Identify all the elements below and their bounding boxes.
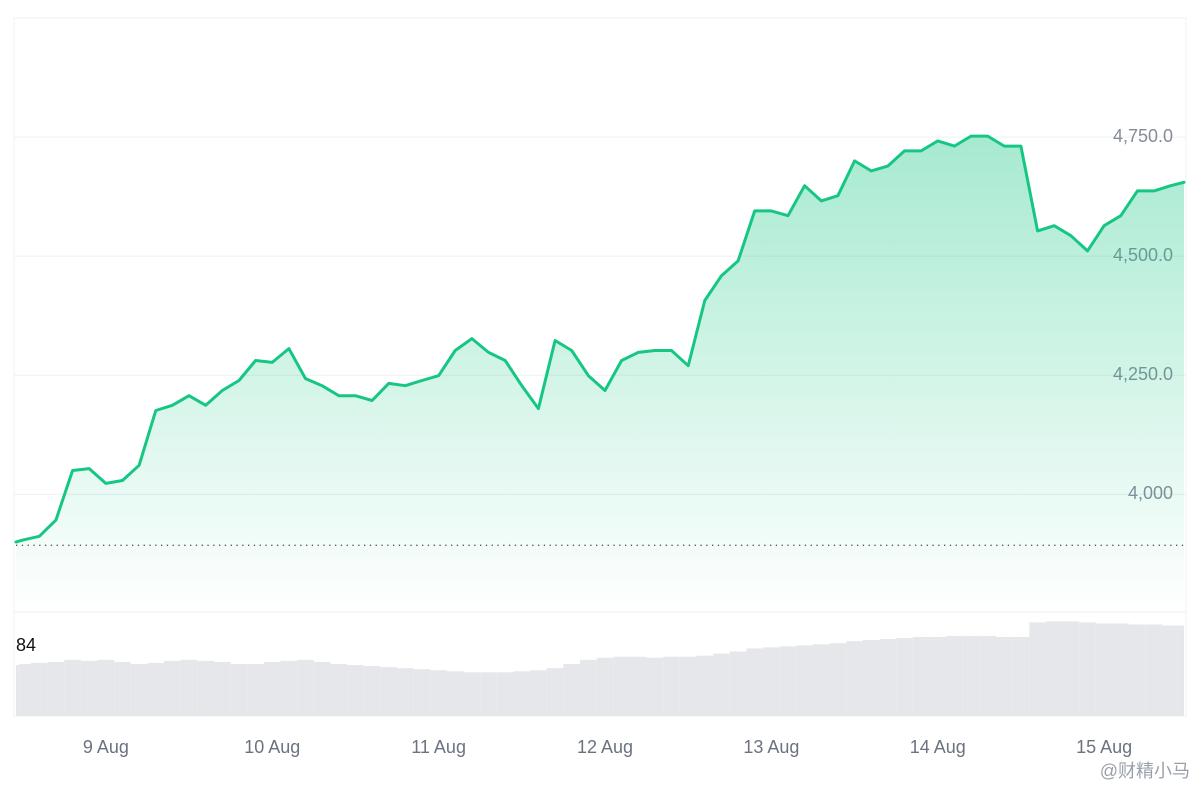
volume-bar [16, 665, 20, 716]
volume-bar [247, 664, 264, 716]
volume-bar [430, 670, 447, 716]
volume-bar [563, 664, 581, 716]
volume-bar [1177, 625, 1184, 716]
volume-bar [530, 670, 547, 716]
volume-bar [363, 666, 381, 716]
price-line [14, 134, 1186, 544]
volume-bar [413, 669, 431, 716]
volume-bar [896, 638, 913, 716]
volume-bar [596, 657, 614, 716]
volume-bar [197, 660, 214, 716]
volume-bar [1129, 624, 1146, 716]
volume-bar [47, 661, 65, 716]
volume-bar [1045, 621, 1063, 716]
volume-bar [263, 661, 281, 716]
volume-bar [696, 655, 714, 716]
volume-bar [297, 659, 314, 716]
volume-bar [729, 651, 747, 716]
volume-bar [629, 656, 647, 716]
volume-bar [480, 672, 497, 716]
volume-bar [64, 659, 81, 716]
volume-bar [796, 645, 813, 716]
volume-bar [646, 657, 664, 716]
volume-bar [746, 648, 764, 716]
volume-bar [995, 636, 1013, 716]
x-tick-label: 15 Aug [1076, 737, 1132, 757]
volume-bar [380, 667, 398, 716]
volume-bar [829, 643, 847, 716]
price-area [16, 136, 1184, 612]
volume-bar [1112, 623, 1130, 716]
volume-bar [347, 665, 364, 716]
volume-bar [779, 646, 797, 716]
volume-bar [330, 664, 348, 716]
volume-bar [962, 635, 980, 716]
volume-bar [446, 671, 464, 716]
volume-bar [463, 672, 481, 716]
volume-bar [929, 636, 947, 716]
volume-bar [130, 664, 148, 716]
volume-bar [496, 672, 514, 716]
volume-bar [513, 671, 531, 716]
volume-bar [713, 653, 730, 716]
volume-bar [1095, 623, 1113, 716]
volume-bar [763, 647, 780, 716]
volume-bar [879, 639, 897, 716]
volume-bar [397, 668, 414, 716]
volume-bar [1145, 624, 1163, 716]
volume-bar [230, 664, 248, 716]
volume-bar [1079, 622, 1096, 716]
volume-bar [180, 659, 198, 716]
watermark: @财精小马 [1100, 761, 1190, 781]
x-tick-label: 10 Aug [244, 737, 300, 757]
volume-bar [663, 656, 680, 716]
x-tick-label: 13 Aug [743, 737, 799, 757]
volume-bar [19, 664, 31, 716]
volume-bar [213, 661, 231, 716]
volume-bar [979, 635, 996, 716]
volume-bar [812, 644, 830, 716]
volume-bar [580, 659, 597, 716]
volume-bar [846, 641, 863, 716]
volume-bar [946, 635, 963, 716]
volume-bar [97, 659, 115, 716]
volume-bar [1062, 621, 1080, 716]
volume-bar [114, 661, 131, 716]
x-tick-label: 9 Aug [83, 737, 129, 757]
volume-bar [313, 661, 331, 716]
x-tick-label: 12 Aug [577, 737, 633, 757]
volume-bar [164, 660, 181, 716]
volume-bar [862, 640, 880, 716]
volume-bar [613, 656, 630, 716]
volume-bar [30, 662, 48, 716]
volume-bar [679, 656, 697, 716]
volume-bar [280, 660, 298, 716]
volume-bar [1029, 622, 1046, 716]
volume-bar [147, 662, 165, 716]
y-tick-label: 4,750.0 [1113, 126, 1173, 146]
volume-bar [1012, 636, 1030, 716]
volume-bar [546, 668, 564, 716]
x-tick-label: 11 Aug [411, 737, 466, 757]
volume-bar [1162, 625, 1178, 716]
volume-label: 84 [16, 635, 36, 655]
x-tick-label: 14 Aug [910, 737, 966, 757]
volume-bar [912, 636, 930, 716]
volume-bar [80, 660, 98, 716]
